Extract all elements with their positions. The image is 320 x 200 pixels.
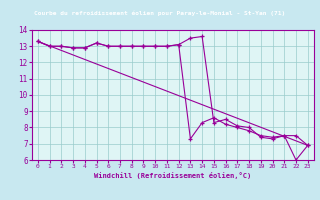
Text: Courbe du refroidissement éolien pour Paray-le-Monial - St-Yan (71): Courbe du refroidissement éolien pour Pa… — [34, 10, 286, 16]
X-axis label: Windchill (Refroidissement éolien,°C): Windchill (Refroidissement éolien,°C) — [94, 172, 252, 179]
